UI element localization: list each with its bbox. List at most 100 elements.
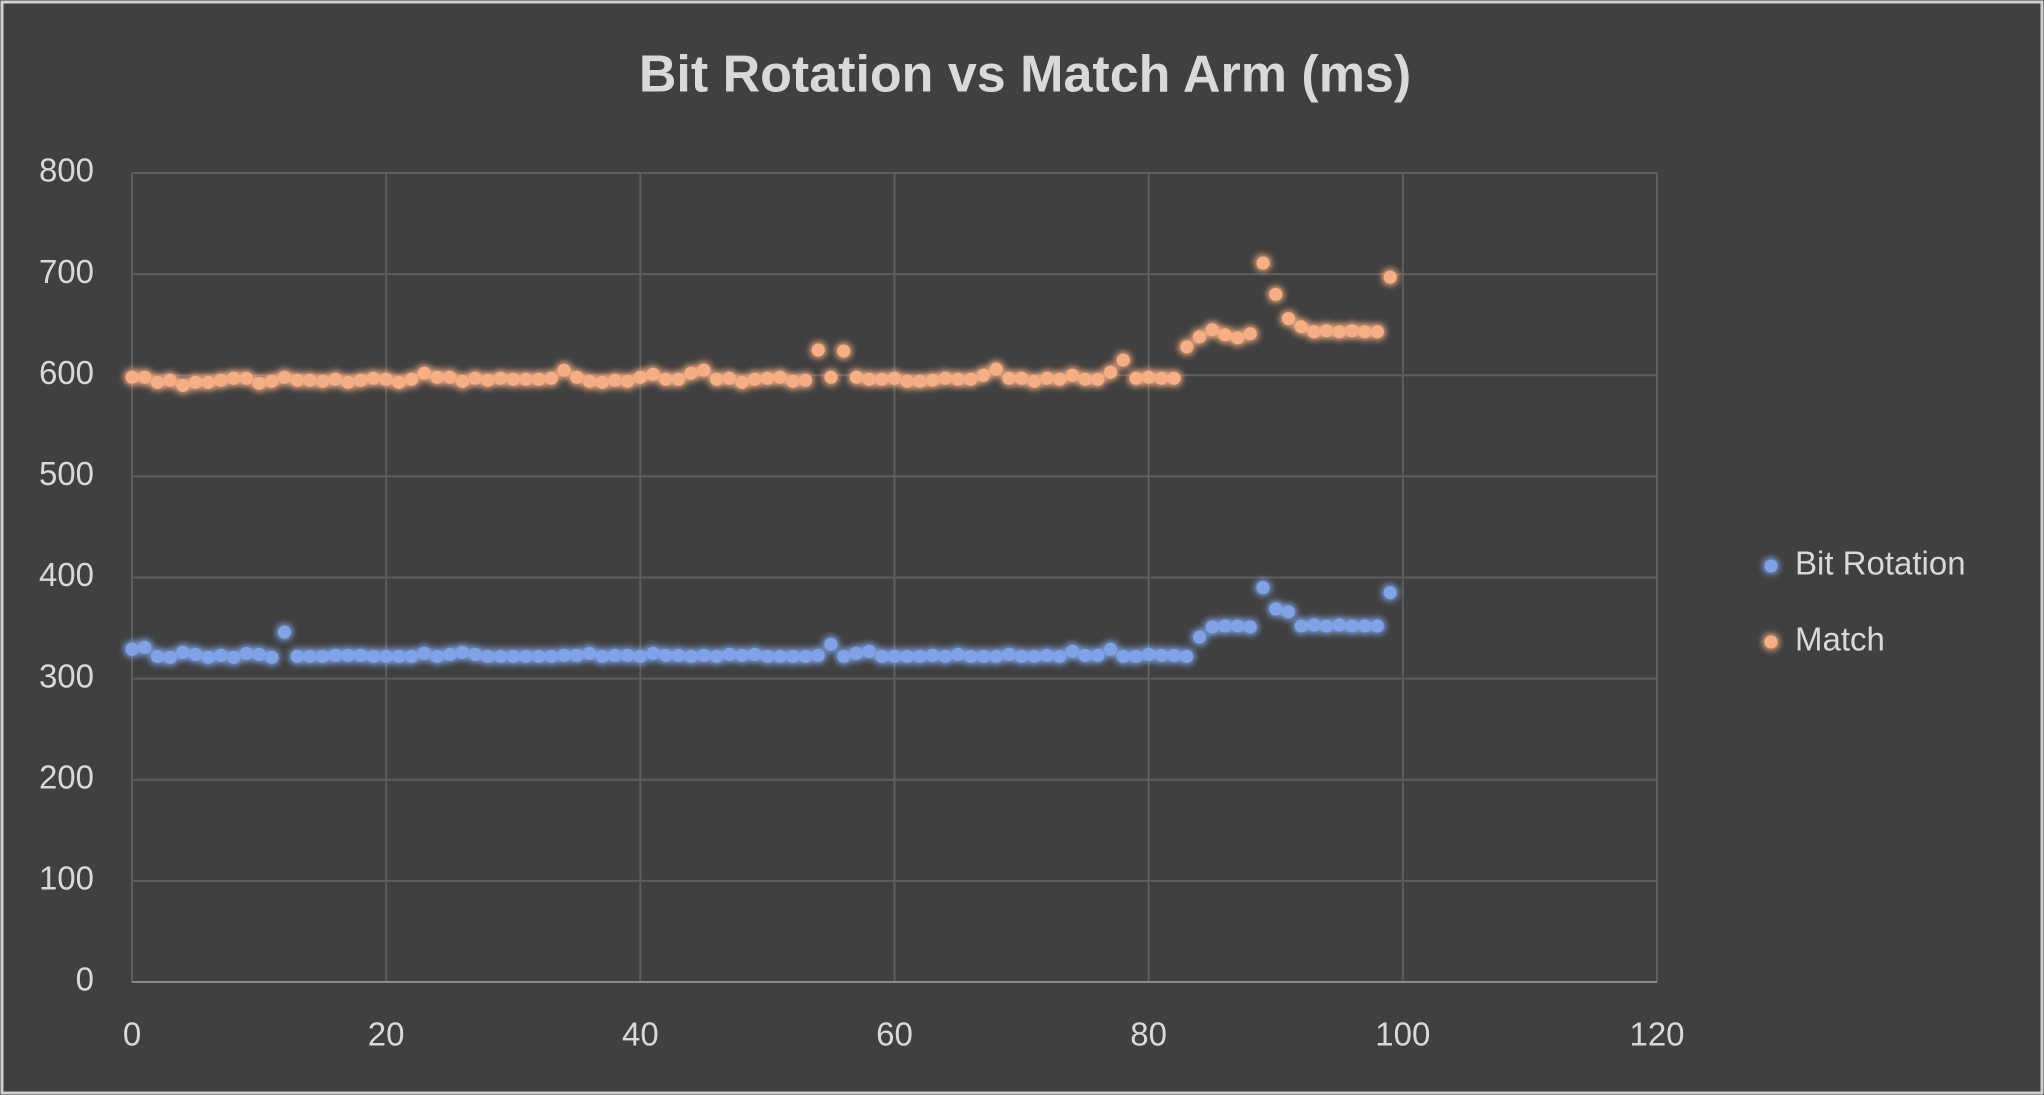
point [138, 640, 152, 654]
point [900, 649, 914, 663]
point [417, 646, 431, 660]
point [786, 374, 800, 388]
point [900, 374, 914, 388]
point [405, 372, 419, 386]
point [888, 371, 901, 385]
point [1040, 371, 1054, 385]
point [875, 372, 889, 386]
point [417, 366, 431, 380]
point [405, 649, 419, 663]
point [189, 375, 203, 389]
point [1078, 648, 1092, 662]
point [735, 375, 749, 389]
series [125, 256, 1397, 392]
point [366, 649, 380, 663]
point [201, 375, 215, 389]
point [989, 362, 1003, 376]
point [799, 649, 813, 663]
point [468, 647, 482, 661]
point [392, 375, 406, 389]
point [341, 375, 355, 389]
legend-marker [1764, 559, 1778, 573]
point [824, 637, 838, 651]
point [1294, 619, 1308, 633]
point [1294, 320, 1308, 334]
point [1180, 340, 1194, 354]
point [773, 649, 787, 663]
point [138, 370, 152, 384]
point [1154, 371, 1168, 385]
point [494, 371, 508, 385]
point [1243, 327, 1257, 341]
point [1307, 618, 1321, 632]
point [748, 372, 762, 386]
point [1142, 370, 1156, 384]
point [659, 372, 673, 386]
point [1370, 619, 1384, 633]
point [1345, 324, 1359, 338]
point [1370, 325, 1384, 339]
point [290, 373, 304, 387]
point [1256, 581, 1270, 595]
point [697, 363, 711, 377]
point [1320, 619, 1334, 633]
point [1053, 372, 1067, 386]
legend-label: Bit Rotation [1795, 545, 1966, 582]
point [1332, 325, 1346, 339]
y-tick-label: 800 [39, 152, 94, 189]
point [849, 646, 863, 660]
point [455, 645, 469, 659]
point [557, 363, 571, 377]
point [926, 648, 940, 662]
point [265, 374, 279, 388]
y-tick-label: 200 [39, 758, 94, 795]
point [1078, 372, 1092, 386]
point [1040, 648, 1054, 662]
point [595, 375, 609, 389]
point [608, 648, 622, 662]
x-tick-label: 80 [1130, 1016, 1167, 1053]
point [646, 367, 660, 381]
point [633, 370, 647, 384]
point [328, 648, 342, 662]
point [989, 649, 1003, 663]
point [532, 372, 546, 386]
point [1015, 649, 1029, 663]
point [1345, 619, 1359, 633]
point [1027, 374, 1041, 388]
point [239, 646, 253, 660]
point [1231, 331, 1245, 345]
point [938, 649, 952, 663]
point [570, 370, 584, 384]
point [1281, 605, 1295, 619]
point [1053, 649, 1067, 663]
point [303, 649, 317, 663]
point [252, 376, 266, 390]
point [557, 648, 571, 662]
point [506, 649, 520, 663]
point [1002, 647, 1016, 661]
point [125, 642, 139, 656]
point [748, 647, 762, 661]
point [544, 649, 558, 663]
point [366, 371, 380, 385]
point [392, 649, 406, 663]
point [837, 344, 851, 358]
point [252, 647, 266, 661]
x-tick-label: 0 [123, 1016, 141, 1053]
x-tick-label: 40 [622, 1016, 659, 1053]
point [341, 648, 355, 662]
point [290, 649, 304, 663]
point [659, 648, 673, 662]
point [786, 649, 800, 663]
point [1116, 649, 1130, 663]
point [1358, 619, 1372, 633]
point [494, 649, 508, 663]
point [1281, 312, 1295, 326]
point [455, 374, 469, 388]
chart-title: Bit Rotation vs Match Arm (ms) [639, 46, 1411, 104]
point [316, 649, 330, 663]
point [163, 650, 177, 664]
point [1129, 371, 1143, 385]
